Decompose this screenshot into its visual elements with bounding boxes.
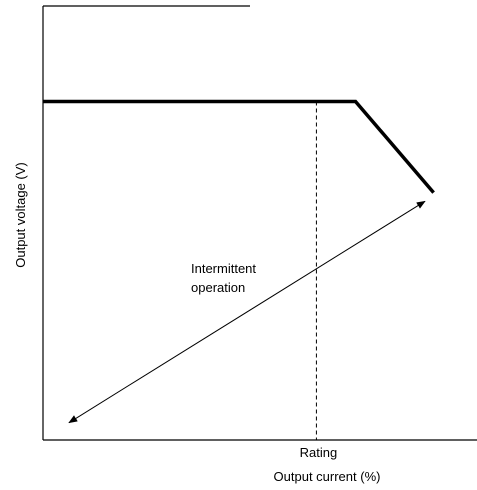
y-axis-label: Output voltage (V) <box>13 162 28 268</box>
annotation-text-line2: operation <box>191 280 245 295</box>
x-tick-label-rating: Rating <box>300 445 338 460</box>
annotation-text-line1: Intermittent <box>191 261 256 276</box>
intermittent-operation-arrow <box>68 200 426 424</box>
output-characteristic-line <box>43 99 435 194</box>
x-axis-label: Output current (%) <box>274 469 381 484</box>
